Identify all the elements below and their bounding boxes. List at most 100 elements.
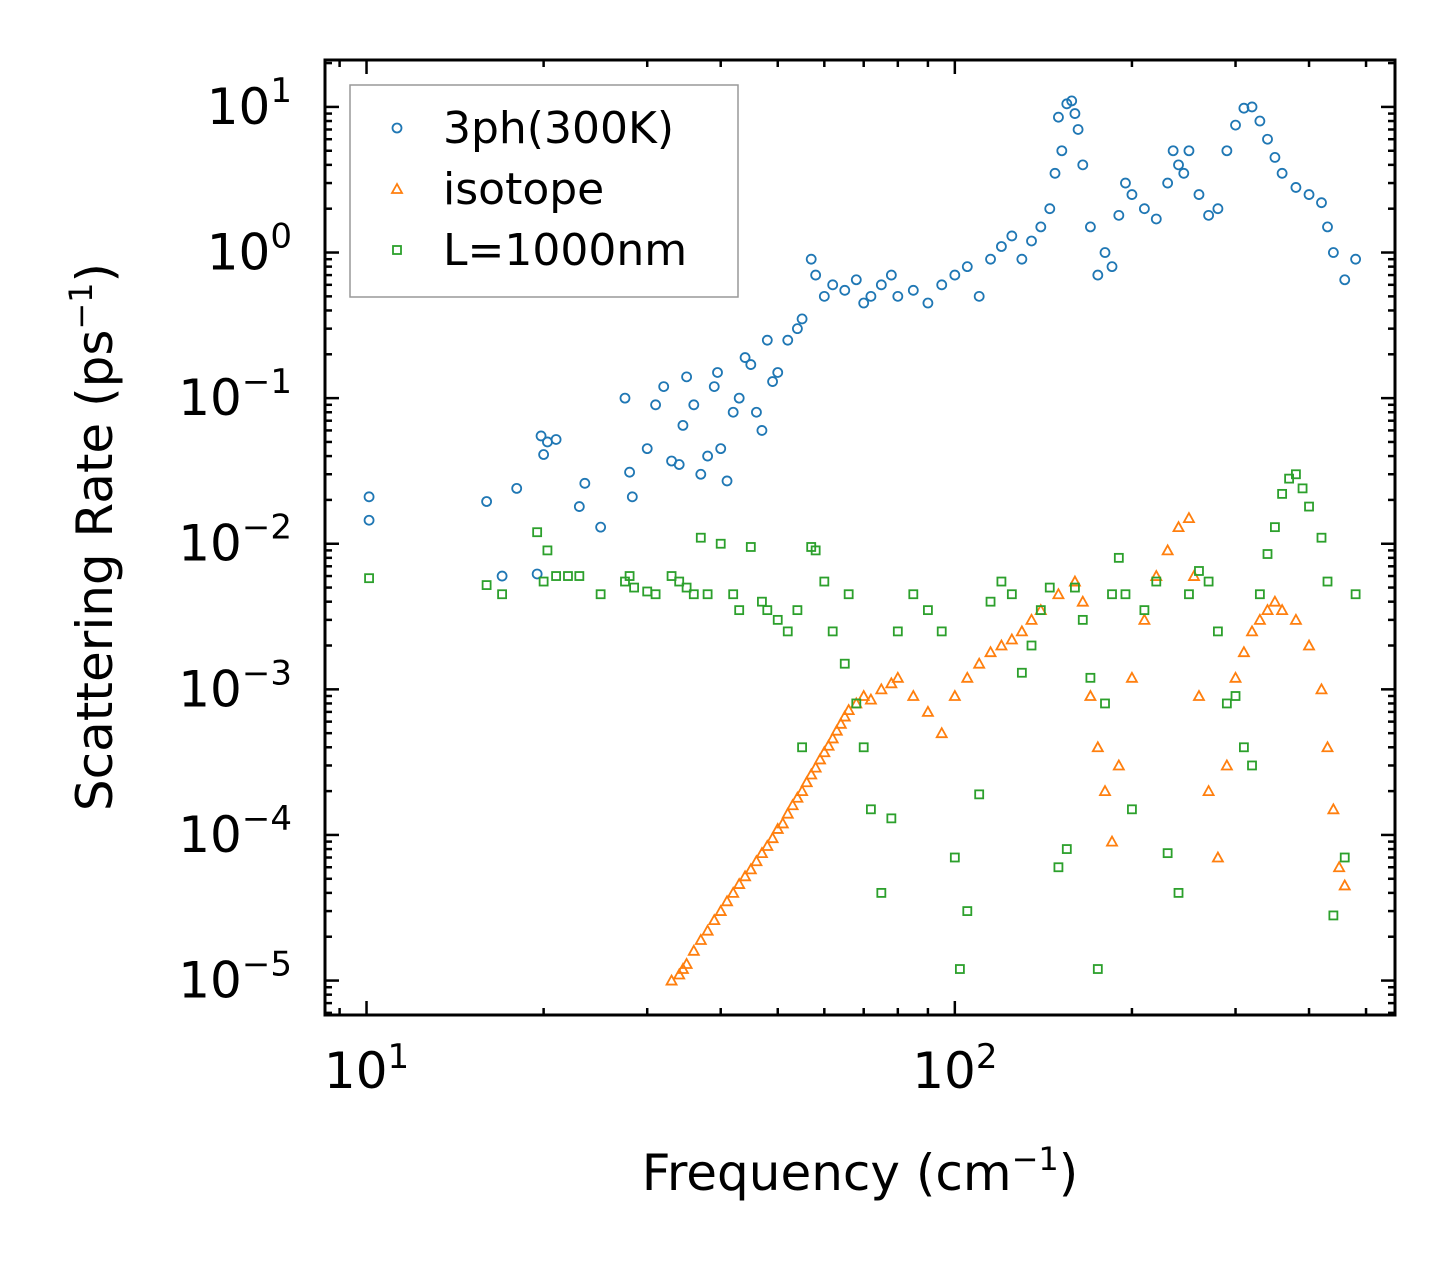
data-point: [701, 923, 715, 936]
series-circle: [363, 95, 1362, 582]
data-point: [1254, 589, 1265, 600]
y-tick-exp: 1: [270, 71, 292, 111]
series-triangle: [665, 511, 1352, 986]
data-point: [908, 589, 919, 600]
y-tick-label: 10−3: [178, 653, 292, 718]
data-point: [839, 284, 851, 296]
data-point: [1161, 543, 1175, 556]
data-point: [658, 381, 670, 393]
data-point: [1126, 189, 1138, 200]
data-point: [681, 371, 693, 383]
data-point: [790, 790, 804, 803]
data-point: [1183, 145, 1195, 157]
data-point: [550, 434, 562, 445]
plot-series: [363, 95, 1362, 986]
axis-labels: Frequency (cm−1) Scattering Rate (ps−1): [62, 263, 1078, 1202]
x-axis-label-text: Frequency (cm: [642, 1144, 1012, 1202]
data-point: [481, 580, 492, 590]
data-point: [1107, 589, 1117, 600]
data-point: [1192, 689, 1206, 701]
data-point: [985, 596, 996, 607]
data-point: [535, 430, 547, 442]
data-point: [726, 886, 740, 898]
data-point: [776, 816, 790, 829]
data-point: [665, 973, 679, 986]
data-point: [984, 645, 998, 658]
data-point: [1212, 203, 1224, 215]
data-point: [827, 626, 838, 637]
data-point: [1085, 672, 1096, 683]
data-point: [1178, 167, 1190, 179]
data-point: [1006, 589, 1017, 600]
data-point: [813, 752, 827, 765]
data-point: [1044, 203, 1056, 215]
data-point: [838, 709, 852, 722]
data-point: [481, 496, 493, 507]
y-tick-exp: −4: [242, 799, 292, 839]
data-point: [1270, 522, 1280, 533]
data-point: [974, 789, 985, 800]
data-point: [677, 419, 689, 431]
y-tick-exp: −5: [242, 945, 292, 985]
data-point: [363, 491, 375, 503]
legend-label: 3ph(300K): [443, 103, 674, 154]
data-point: [702, 589, 713, 600]
data-point: [1268, 594, 1282, 607]
data-point: [781, 806, 795, 819]
data-point: [810, 545, 821, 556]
data-point: [1068, 574, 1082, 587]
data-point: [574, 571, 585, 581]
y-tick-label: 100: [207, 217, 292, 282]
data-point: [1203, 209, 1215, 221]
data-point: [695, 468, 707, 480]
data-point: [1091, 740, 1105, 753]
data-point: [1182, 511, 1196, 523]
data-point: [1262, 549, 1273, 559]
data-point: [1099, 247, 1111, 258]
data-point: [1253, 613, 1267, 625]
data-point: [1016, 667, 1027, 678]
data-point: [1024, 613, 1039, 625]
data-point: [819, 576, 830, 587]
data-point: [1328, 910, 1339, 921]
data-point: [579, 477, 591, 489]
data-point: [1171, 520, 1186, 533]
plot-frame: [323, 58, 1397, 1017]
data-point: [782, 626, 793, 637]
x-tick-base: 10: [324, 1042, 388, 1100]
data-point: [1051, 587, 1065, 600]
data-point: [1100, 698, 1110, 709]
data-point: [857, 689, 871, 701]
data-point: [973, 290, 985, 302]
data-point: [674, 576, 685, 587]
data-point: [1085, 221, 1096, 233]
data-point: [1327, 247, 1339, 258]
data-point: [936, 626, 947, 637]
data-point: [363, 514, 375, 526]
data-point: [1026, 640, 1037, 651]
data-point: [961, 261, 973, 273]
data-point: [865, 290, 877, 302]
x-axis-label-sup: −1: [1012, 1140, 1059, 1178]
data-point: [1026, 235, 1037, 247]
data-point: [715, 538, 726, 549]
data-point: [796, 313, 808, 325]
data-point: [800, 775, 814, 788]
data-point: [1151, 576, 1162, 587]
data-point: [551, 571, 561, 581]
data-point: [923, 605, 933, 616]
data-point: [1314, 682, 1329, 695]
data-point: [573, 501, 585, 512]
data-point: [1070, 582, 1080, 593]
data-point: [1203, 576, 1214, 587]
y-tick-exp: −1: [242, 362, 292, 402]
data-point: [1077, 159, 1089, 171]
data-point: [619, 392, 631, 404]
data-point: [738, 869, 752, 882]
data-point: [1339, 274, 1351, 286]
data-point: [1066, 95, 1078, 107]
data-point: [1339, 852, 1350, 863]
data-point: [1015, 624, 1029, 637]
data-point: [542, 436, 553, 448]
data-point: [642, 586, 653, 597]
